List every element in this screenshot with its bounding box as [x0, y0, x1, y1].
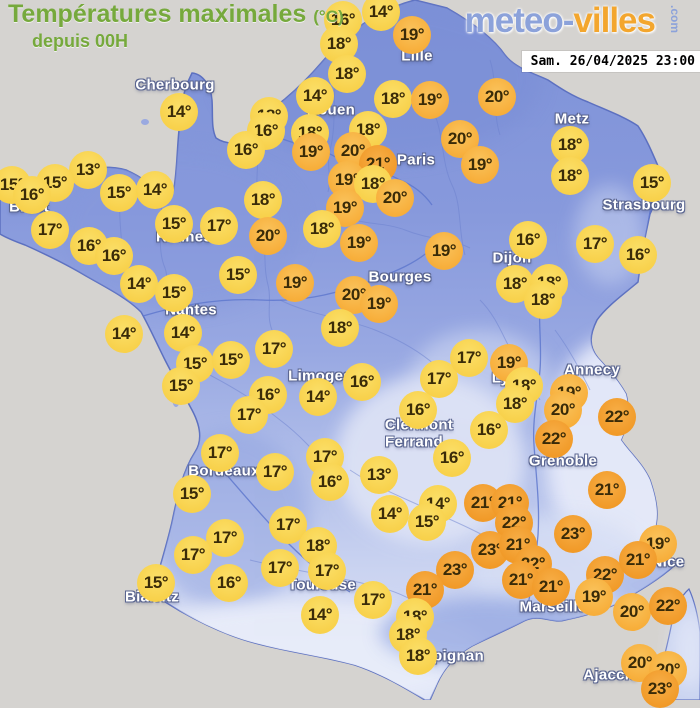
temp-bubble[interactable]: 19° — [490, 344, 528, 382]
temp-bubble[interactable]: 15° — [162, 367, 200, 405]
temp-bubble[interactable]: 17° — [200, 207, 238, 245]
temp-bubble[interactable]: 19° — [575, 578, 613, 616]
temp-bubble[interactable]: 15° — [155, 205, 193, 243]
temp-bubble[interactable]: 19° — [292, 133, 330, 171]
temp-bubble[interactable]: 15° — [633, 164, 671, 202]
city-label: Cherbourg — [135, 76, 215, 94]
temp-bubble[interactable]: 19° — [276, 264, 314, 302]
logo-villes-text: villes — [573, 1, 656, 40]
temp-bubble[interactable]: 14° — [299, 378, 337, 416]
temp-bubble[interactable]: 14° — [296, 77, 334, 115]
temp-bubble[interactable]: 18° — [303, 210, 341, 248]
temp-bubble[interactable]: 18° — [399, 637, 437, 675]
temp-bubble[interactable]: 19° — [340, 224, 378, 262]
temp-bubble[interactable]: 16° — [311, 463, 349, 501]
temp-bubble[interactable]: 15° — [212, 341, 250, 379]
city-label: Limoges — [288, 367, 352, 385]
temp-bubble[interactable]: 17° — [261, 549, 299, 587]
temp-bubble[interactable]: 18° — [374, 80, 412, 118]
temp-bubble[interactable]: 19° — [461, 146, 499, 184]
temp-bubble[interactable]: 22° — [649, 587, 687, 625]
temp-bubble[interactable]: 16° — [210, 564, 248, 602]
temp-bubble[interactable]: 20° — [376, 179, 414, 217]
temp-bubble[interactable]: 18° — [328, 55, 366, 93]
temp-bubble[interactable]: 16° — [433, 439, 471, 477]
temp-bubble[interactable]: 17° — [255, 330, 293, 368]
temp-bubble[interactable]: 21° — [619, 541, 657, 579]
temp-bubble[interactable]: 14° — [120, 265, 158, 303]
city-label: Paris — [396, 151, 436, 169]
city-label: Metz — [554, 110, 590, 128]
temp-bubble[interactable]: 21° — [532, 568, 570, 606]
temp-bubble[interactable]: 22° — [535, 420, 573, 458]
temp-bubble[interactable]: 17° — [450, 339, 488, 377]
temp-bubble[interactable]: 17° — [201, 434, 239, 472]
temp-bubble[interactable]: 18° — [524, 281, 562, 319]
city-label: Ferrand — [385, 433, 443, 451]
temp-bubble[interactable]: 18° — [551, 157, 589, 195]
temp-bubble[interactable]: 18° — [244, 181, 282, 219]
city-label: Annecy — [564, 361, 620, 379]
page-subtitle: depuis 00H — [32, 31, 129, 51]
city-label: Bourges — [368, 268, 432, 286]
temp-bubble[interactable]: 14° — [136, 171, 174, 209]
temp-bubble[interactable]: 15° — [173, 475, 211, 513]
temp-bubble[interactable]: 19° — [360, 285, 398, 323]
temp-bubble[interactable]: 16° — [399, 391, 437, 429]
temp-bubble[interactable]: 22° — [598, 398, 636, 436]
temp-bubble[interactable]: 16° — [343, 363, 381, 401]
temp-bubble[interactable]: 23° — [554, 515, 592, 553]
temp-bubble[interactable]: 17° — [256, 453, 294, 491]
temp-bubble[interactable]: 20° — [249, 217, 287, 255]
logo-com-suffix: .com — [668, 5, 682, 34]
temp-bubble[interactable]: 15° — [137, 564, 175, 602]
temp-bubble[interactable]: 17° — [174, 536, 212, 574]
temp-bubble[interactable]: 14° — [105, 315, 143, 353]
page-title: Températures maximales — [8, 0, 307, 28]
temp-bubble[interactable]: 19° — [425, 232, 463, 270]
temp-bubble[interactable]: 17° — [576, 225, 614, 263]
site-logo[interactable]: meteo-villes .com — [465, 2, 694, 40]
temp-bubble[interactable]: 17° — [354, 581, 392, 619]
temp-bubble[interactable]: 19° — [411, 81, 449, 119]
temp-bubble[interactable]: 16° — [227, 131, 265, 169]
temp-bubble[interactable]: 13° — [360, 456, 398, 494]
temp-bubble[interactable]: 15° — [100, 174, 138, 212]
timestamp-badge: Sam. 26/04/2025 23:00 — [521, 51, 700, 72]
temp-bubble[interactable]: 21° — [588, 471, 626, 509]
temp-bubble[interactable]: 18° — [321, 309, 359, 347]
temp-bubble[interactable]: 13° — [69, 151, 107, 189]
temp-bubble[interactable]: 15° — [408, 503, 446, 541]
logo-meteo-text: meteo- — [464, 1, 575, 40]
temp-bubble[interactable]: 14° — [371, 495, 409, 533]
temp-bubble[interactable]: 20° — [613, 593, 651, 631]
temp-bubble[interactable]: 14° — [362, 0, 400, 31]
temp-bubble[interactable]: 17° — [230, 396, 268, 434]
temp-bubble[interactable]: 14° — [160, 93, 198, 131]
city-label: Strasbourg — [602, 196, 686, 214]
temp-bubble[interactable]: 17° — [308, 552, 346, 590]
temp-bubble[interactable]: 19° — [393, 16, 431, 54]
temp-bubble[interactable]: 16° — [619, 236, 657, 274]
temp-bubble[interactable]: 15° — [219, 256, 257, 294]
temp-bubble[interactable]: 16° — [509, 221, 547, 259]
temp-bubble[interactable]: 23° — [641, 670, 679, 708]
temp-bubble[interactable]: 16° — [13, 176, 51, 214]
temp-bubble[interactable]: 15° — [155, 274, 193, 312]
title-block: Températures maximales (°C) depuis 00H — [8, 0, 344, 51]
temp-bubble[interactable]: 16° — [470, 411, 508, 449]
city-label: Marseille — [519, 598, 587, 616]
temp-bubble[interactable]: 17° — [206, 519, 244, 557]
temp-bubble[interactable]: 17° — [31, 211, 69, 249]
temp-bubble[interactable]: 14° — [301, 596, 339, 634]
title-unit: (°C) — [313, 7, 344, 26]
temp-bubble[interactable]: 20° — [478, 78, 516, 116]
city-label: Grenoble — [528, 452, 598, 470]
